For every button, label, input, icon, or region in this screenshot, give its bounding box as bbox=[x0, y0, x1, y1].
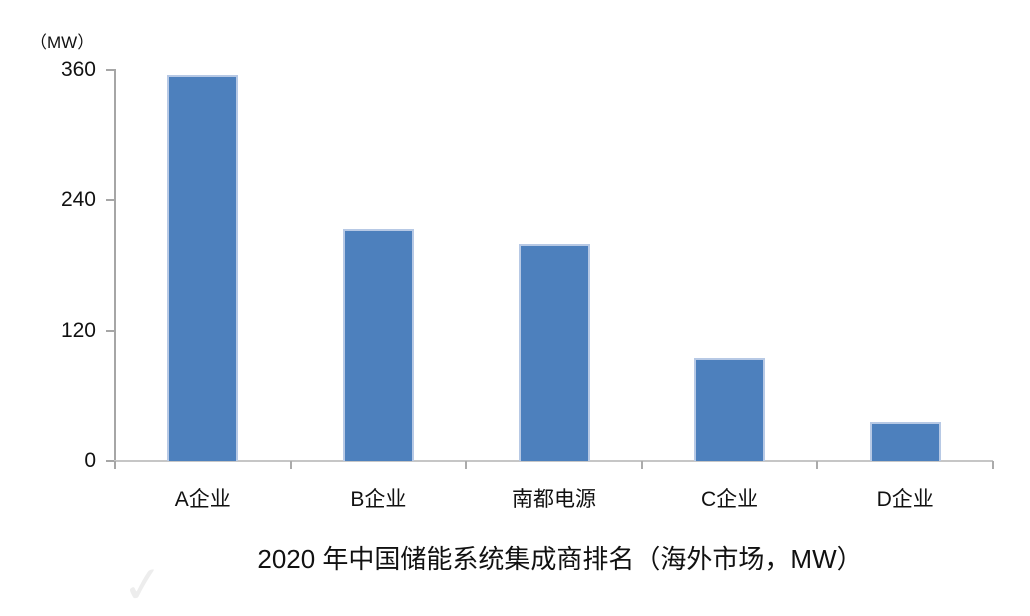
x-axis-tick-4 bbox=[816, 461, 819, 469]
x-axis-category-label-2: B企业 bbox=[350, 488, 407, 511]
x-axis-tick-3 bbox=[640, 461, 643, 469]
bar-4 bbox=[694, 357, 766, 461]
y-axis-tick-360 bbox=[106, 69, 114, 71]
y-axis-tick-label-120: 120 bbox=[60, 318, 96, 342]
chart-title: 2020 年中国储能系统集成商排名（海外市场，MW） bbox=[257, 544, 863, 574]
x-axis-tick-0 bbox=[114, 461, 116, 469]
x-axis-tick-1 bbox=[289, 461, 292, 469]
x-axis-category-label-3: 南都电源 bbox=[511, 488, 596, 511]
x-axis-category-label-5: D企业 bbox=[876, 488, 934, 511]
bar-3 bbox=[518, 243, 590, 461]
y-axis-tick-120 bbox=[106, 329, 114, 332]
x-axis-tick-2 bbox=[465, 461, 468, 469]
x-axis-category-label-4: C企业 bbox=[701, 488, 759, 511]
y-axis-tick-240 bbox=[106, 199, 114, 202]
y-axis-tick-label-240: 240 bbox=[60, 188, 96, 212]
y-axis-unit-label: （MW） bbox=[30, 33, 95, 52]
x-axis-line bbox=[114, 460, 993, 462]
bar-1 bbox=[167, 75, 239, 461]
x-axis-category-label-1: A企业 bbox=[174, 488, 231, 511]
watermark-check-icon: ✓ bbox=[119, 554, 167, 616]
y-axis-line bbox=[114, 69, 116, 469]
x-axis-tick-5 bbox=[992, 461, 994, 469]
y-axis-tick-label-0: 0 bbox=[84, 449, 96, 472]
bar-5 bbox=[869, 421, 941, 461]
y-axis-tick-label-360: 360 bbox=[60, 58, 96, 81]
bar-2 bbox=[342, 228, 414, 461]
y-axis-tick-0 bbox=[106, 460, 114, 462]
